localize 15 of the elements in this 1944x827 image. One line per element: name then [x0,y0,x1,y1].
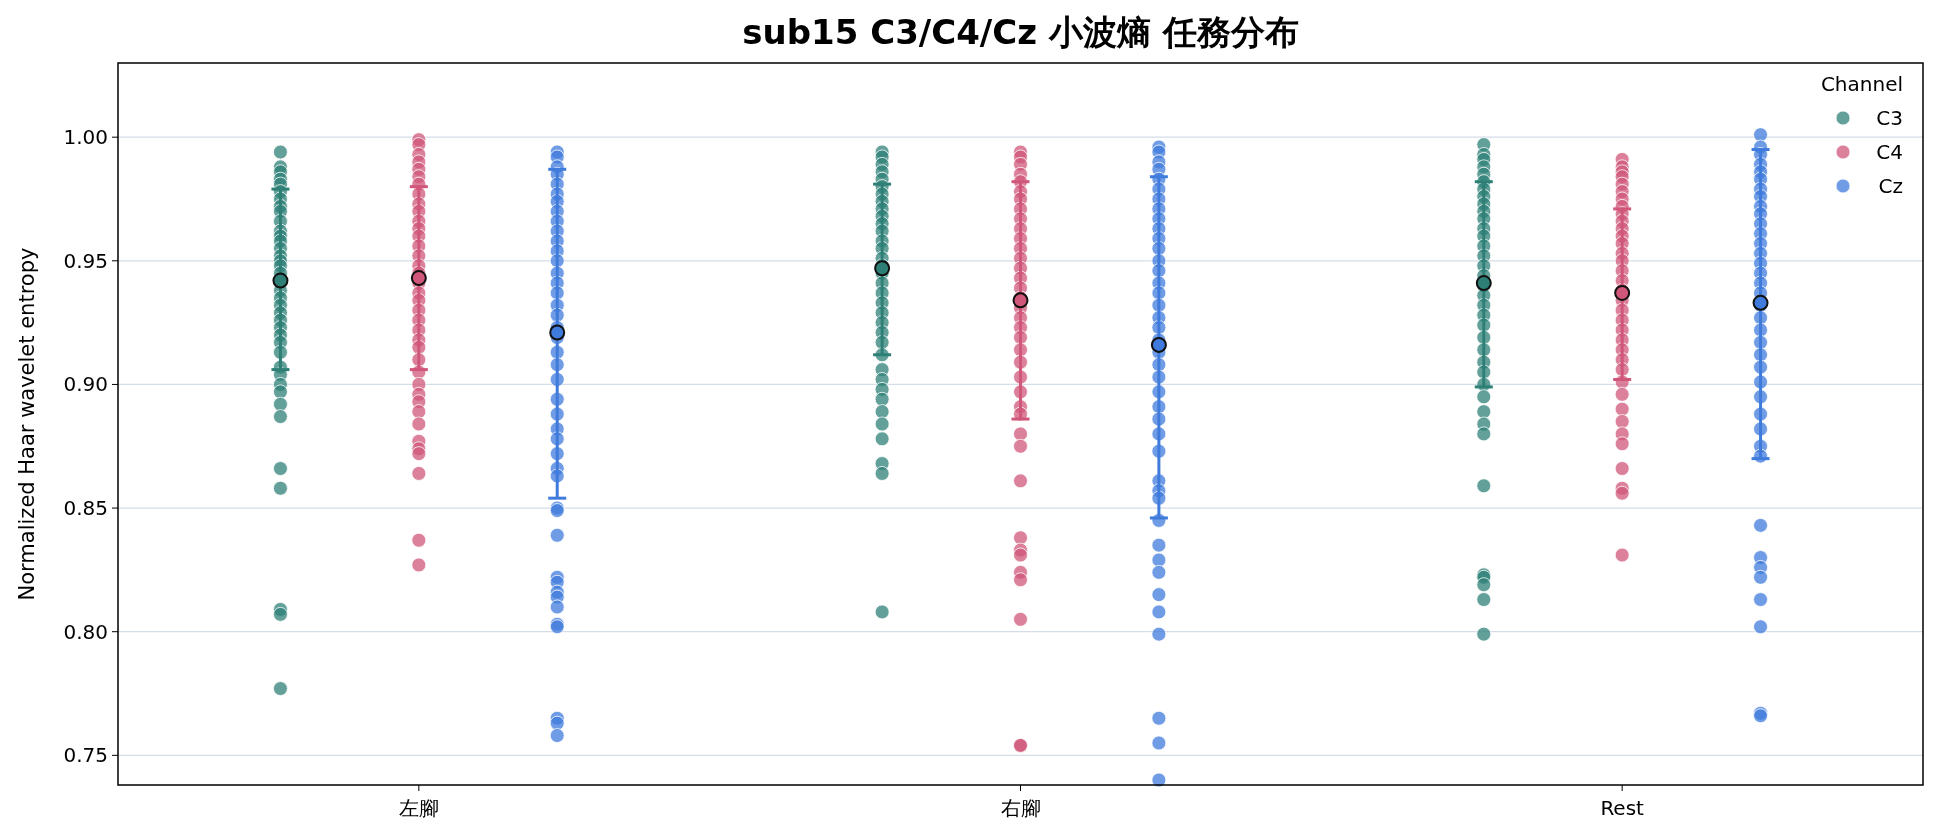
chart-title: sub15 C3/C4/Cz 小波熵 任務分布 [742,12,1299,52]
y-tick-label: 0.85 [63,496,108,521]
x-tick-label: 右腳 [1000,796,1041,820]
y-tick-label: 0.90 [63,372,108,397]
legend-title: Channel [1820,72,1903,96]
legend-label: C4 [1876,140,1903,164]
y-tick-label: 0.95 [63,248,108,273]
x-tick-label: Rest [1600,796,1645,820]
x-tick-label: 左腳 [398,796,439,820]
y-axis-title: Normalized Haar wavelet entropy [15,247,39,601]
y-tick-label: 0.75 [63,743,108,768]
legend-label: Cz [1878,174,1903,198]
y-tick-label: 1.00 [63,125,108,150]
y-tick-label: 0.80 [63,619,108,644]
legend-label: C3 [1876,106,1903,130]
